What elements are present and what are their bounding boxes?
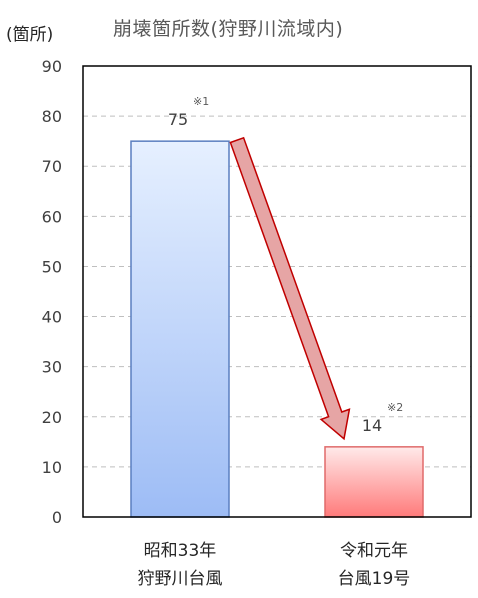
- category-label: 令和元年: [340, 541, 408, 561]
- footnote-marker: ※2: [387, 401, 403, 414]
- value-label: 14: [362, 416, 382, 435]
- y-tick-label: 40: [42, 308, 62, 327]
- plot-frame: [82, 65, 472, 518]
- category-label: 台風19号: [338, 569, 411, 589]
- bar-0: [130, 140, 230, 518]
- y-axis-unit-label: (箇所): [6, 25, 54, 45]
- y-tick-label: 80: [42, 107, 62, 126]
- decrease-arrow: [229, 136, 351, 441]
- y-tick-label: 60: [42, 207, 62, 226]
- bar-1: [324, 446, 424, 518]
- y-tick-label: 30: [42, 358, 62, 377]
- footnote-marker: ※1: [193, 95, 209, 108]
- category-label: 狩野川台風: [138, 569, 223, 589]
- chart-title: 崩壊箇所数(狩野川流域内): [113, 18, 344, 40]
- y-tick-label: 90: [42, 57, 62, 76]
- y-tick-label: 10: [42, 458, 62, 477]
- value-label: 75: [168, 110, 188, 129]
- y-tick-label: 70: [42, 157, 62, 176]
- y-tick-label: 50: [42, 257, 62, 276]
- y-tick-label: 0: [52, 508, 62, 527]
- category-label: 昭和33年: [144, 541, 217, 561]
- y-tick-label: 20: [42, 408, 62, 427]
